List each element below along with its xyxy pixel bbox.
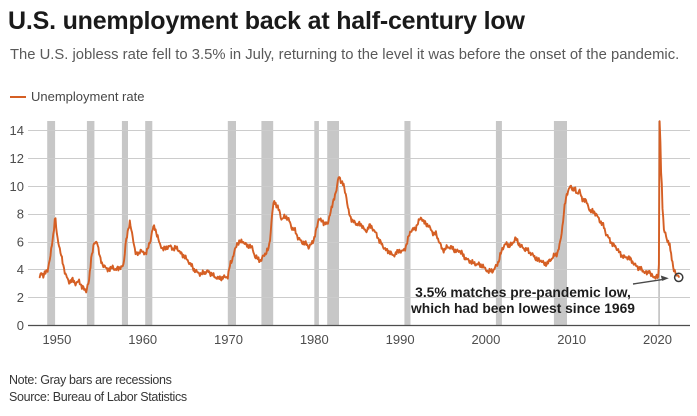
svg-text:12: 12 xyxy=(10,151,24,166)
svg-text:1990: 1990 xyxy=(386,332,415,347)
svg-text:0: 0 xyxy=(17,318,24,333)
svg-text:4: 4 xyxy=(17,262,24,277)
svg-text:2010: 2010 xyxy=(557,332,586,347)
svg-text:10: 10 xyxy=(10,179,24,194)
svg-text:8: 8 xyxy=(17,207,24,222)
svg-text:2: 2 xyxy=(17,290,24,305)
svg-text:6: 6 xyxy=(17,234,24,249)
svg-text:1960: 1960 xyxy=(128,332,157,347)
svg-text:1970: 1970 xyxy=(214,332,243,347)
svg-text:1950: 1950 xyxy=(42,332,71,347)
svg-text:14: 14 xyxy=(10,123,24,138)
svg-text:1980: 1980 xyxy=(300,332,329,347)
svg-text:2000: 2000 xyxy=(471,332,500,347)
svg-text:2020: 2020 xyxy=(643,332,672,347)
